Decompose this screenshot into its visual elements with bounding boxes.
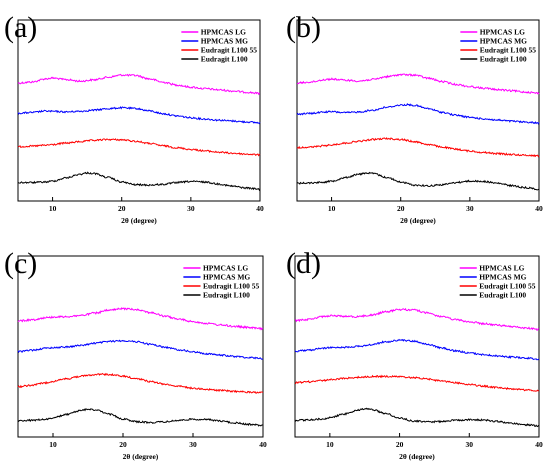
- panel-label: (a): [4, 11, 37, 44]
- x-tick-label: 40: [259, 440, 267, 449]
- legend-label: HPMCAS MG: [203, 273, 250, 282]
- legend-label: HPMCAS LG: [203, 264, 248, 273]
- x-tick-label: 30: [466, 204, 474, 213]
- x-tick-label: 40: [256, 204, 264, 213]
- series-line-hpmcas-mg: [296, 103, 540, 125]
- plot-frame: [296, 19, 540, 202]
- series-line-eudragit-l100: [17, 171, 261, 192]
- series-line-eudragit-l100: [17, 408, 264, 427]
- x-axis-title: 2θ (degree): [400, 216, 436, 225]
- panel-label: (d): [286, 247, 321, 280]
- x-tick-label: 20: [396, 440, 404, 449]
- plot-frame: [294, 255, 540, 438]
- legend-label: Eudragit L100 55: [480, 46, 537, 55]
- series-line-eudragit-l100-55: [296, 136, 540, 158]
- series-line-hpmcas-lg: [294, 307, 540, 331]
- x-tick-label: 30: [189, 440, 197, 449]
- plot-frame: [17, 19, 261, 202]
- x-tick-label: 10: [326, 440, 334, 449]
- x-tick-label: 30: [187, 204, 195, 213]
- legend-label: Eudragit L100: [480, 55, 527, 64]
- legend-label: Eudragit L100: [201, 55, 248, 64]
- legend-label: Eudragit L100: [479, 291, 526, 300]
- series-line-hpmcas-mg: [17, 339, 264, 360]
- series-line-eudragit-l100: [296, 171, 540, 191]
- legend-label: Eudragit L100 55: [203, 282, 260, 291]
- panel-label: (b): [286, 11, 321, 44]
- x-tick-label: 10: [49, 204, 57, 213]
- x-tick-label: 20: [119, 440, 127, 449]
- x-tick-label: 40: [535, 440, 543, 449]
- legend-label: Eudragit L100: [203, 291, 250, 300]
- legend-label: HPMCAS LG: [201, 28, 246, 37]
- plot-frame: [17, 255, 264, 438]
- series-line-hpmcas-mg: [17, 106, 261, 125]
- series-line-eudragit-l100-55: [17, 138, 261, 157]
- panel-label: (c): [4, 247, 37, 280]
- x-tick-label: 40: [535, 204, 543, 213]
- x-tick-label: 10: [328, 204, 336, 213]
- series-line-eudragit-l100: [294, 407, 540, 428]
- series-line-hpmcas-lg: [296, 73, 540, 95]
- x-tick-label: 20: [118, 204, 126, 213]
- x-axis-title: 2θ (degree): [121, 216, 157, 225]
- x-axis-title: 2θ (degree): [399, 452, 435, 461]
- x-axis-title: 2θ (degree): [123, 452, 159, 461]
- legend-label: HPMCAS MG: [201, 37, 248, 46]
- legend-label: HPMCAS MG: [480, 37, 527, 46]
- legend-label: HPMCAS LG: [480, 28, 525, 37]
- series-line-eudragit-l100-55: [17, 372, 264, 394]
- legend-label: HPMCAS LG: [479, 264, 524, 273]
- legend-label: HPMCAS MG: [479, 273, 526, 282]
- legend-label: Eudragit L100 55: [479, 282, 536, 291]
- x-tick-label: 30: [466, 440, 474, 449]
- series-line-eudragit-l100-55: [294, 374, 540, 392]
- x-tick-label: 10: [49, 440, 57, 449]
- series-line-hpmcas-lg: [17, 306, 264, 331]
- x-tick-label: 20: [397, 204, 405, 213]
- series-line-hpmcas-mg: [294, 338, 540, 361]
- series-line-hpmcas-lg: [17, 73, 261, 96]
- legend-label: Eudragit L100 55: [201, 46, 258, 55]
